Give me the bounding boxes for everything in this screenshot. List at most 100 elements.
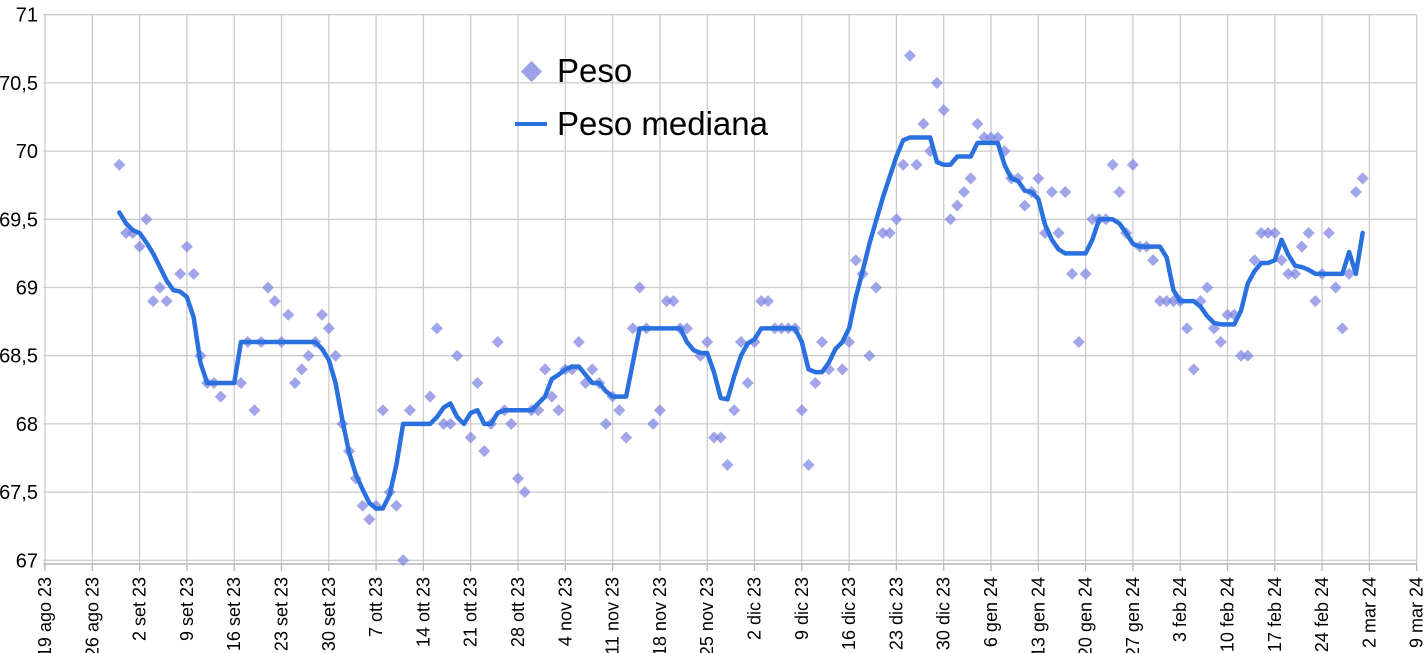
peso-data-point [849,254,862,267]
peso-data-point [863,349,876,362]
peso-data-point [1147,254,1160,267]
y-axis-tick-label: 68 [16,414,38,436]
x-axis-tick-label: 2 dic 23 [745,577,765,640]
peso-data-point [302,349,315,362]
x-axis-tick-label: 4 nov 23 [555,577,575,646]
peso-data-point [1309,295,1322,308]
legend-marker-box [510,122,552,126]
x-axis-tick-label: 30 dic 23 [934,577,954,650]
x-axis-tick-label: 11 nov 23 [603,577,623,653]
peso-data-point [1255,226,1268,239]
peso-data-point [1336,322,1349,335]
peso-data-point [518,486,531,499]
y-axis-tick-label: 67,5 [0,482,38,504]
peso-data-point [491,336,504,349]
peso-data-point [795,404,808,417]
peso-data-point [903,49,916,62]
peso-data-point [295,363,308,376]
peso-data-point [836,363,849,376]
x-axis-tick-label: 23 dic 23 [886,577,906,650]
peso-data-point [120,226,133,239]
peso-data-point [329,349,342,362]
peso-data-point [620,431,633,444]
peso-data-point [397,554,410,567]
x-axis-tick-label: 24 feb 24 [1312,577,1332,652]
peso-data-point [464,431,477,444]
peso-data-point [1295,240,1308,253]
peso-data-point [545,390,558,403]
peso-data-point [714,431,727,444]
x-axis-tick-label: 25 nov 23 [697,577,717,653]
peso-data-point [721,458,734,471]
x-axis-tick-label: 6 gen 24 [981,577,1001,647]
peso-data-point [734,336,747,349]
y-axis-tick-label: 70,5 [0,73,38,95]
peso-data-point [1018,199,1031,212]
peso-data-point [1106,158,1119,171]
peso-data-point [985,131,997,144]
peso-data-point [653,404,666,417]
peso-data-point [586,363,599,376]
peso-data-point [1187,363,1200,376]
x-axis-tick-label: 10 feb 24 [1218,577,1238,652]
peso-data-point [728,404,741,417]
x-axis-tick-label: 14 ott 23 [413,577,433,647]
legend-item-peso: Peso [510,48,768,94]
peso-mediana-line [117,135,1365,511]
peso-data-point [613,404,626,417]
peso-data-point [356,499,369,512]
x-axis-tick-label: 17 feb 24 [1265,577,1285,652]
peso-data-point [1241,349,1254,362]
peso-data-point [870,281,883,294]
peso-data-point [937,104,950,117]
peso-data-point [424,390,437,403]
peso-data-point [1126,158,1139,171]
peso-data-point [214,390,227,403]
peso-data-point [234,376,247,389]
peso-data-point [991,131,1004,144]
peso-data-point [1329,281,1342,294]
peso-data-point [140,213,153,226]
peso-data-point [701,336,714,349]
peso-data-point [478,445,491,458]
peso-data-point [809,376,822,389]
peso-data-point [471,376,484,389]
x-axis-tick-label: 18 nov 23 [650,577,670,653]
x-axis-tick-label: 3 feb 24 [1170,577,1190,642]
peso-data-point [261,281,274,294]
legend-label-peso-mediana: Peso mediana [557,105,768,142]
peso-data-point [626,322,639,335]
peso-data-point [147,295,160,308]
x-axis-tick-label: 13 gen 24 [1028,577,1048,653]
peso-data-point [890,213,903,226]
peso-data-point [667,295,680,308]
x-axis-tick-label: 2 mar 24 [1359,577,1379,648]
peso-data-point [363,513,376,526]
line-marker-icon [515,122,547,126]
peso-data-point [316,308,329,321]
peso-data-point [971,117,984,130]
peso-data-point [1214,336,1227,349]
peso-data-point [1201,281,1214,294]
peso-data-point [978,131,991,144]
peso-data-point [174,267,187,280]
x-axis-tick-label: 9 set 23 [177,577,197,641]
peso-data-point [1275,254,1288,267]
peso-data-point [113,158,126,171]
legend-marker-box [510,60,552,82]
peso-data-point [1113,186,1126,199]
x-axis-tick-label: 20 gen 24 [1076,577,1096,653]
peso-data-point [160,295,173,308]
y-axis-tick-label: 67 [16,550,38,572]
y-axis-tick-label: 70 [16,141,38,163]
x-axis-tick-label: 30 set 23 [319,577,339,651]
x-axis-tick-label: 21 ott 23 [461,577,481,647]
diamond-marker-icon [520,60,542,82]
y-axis-tick-label: 71 [16,5,38,27]
peso-data-point [1282,267,1295,280]
peso-data-point [539,363,552,376]
peso-data-point [897,158,910,171]
legend-label-peso: Peso [557,52,633,89]
